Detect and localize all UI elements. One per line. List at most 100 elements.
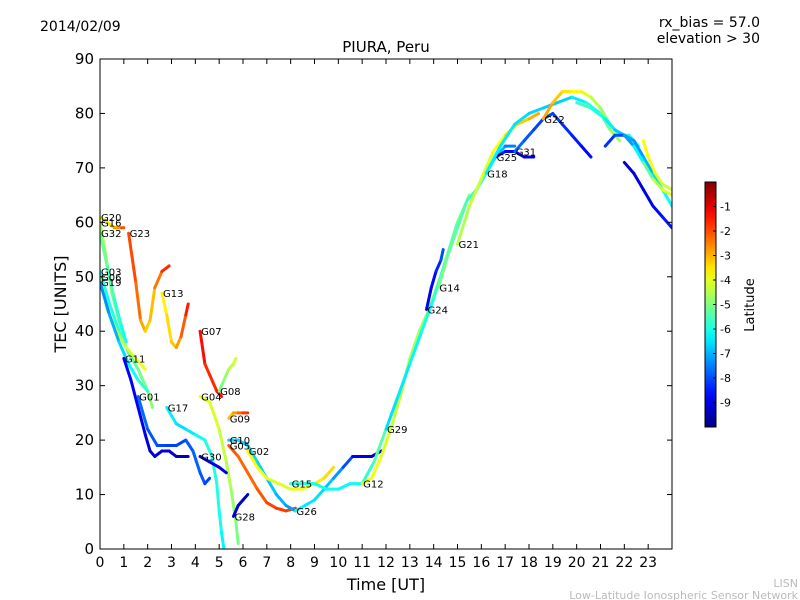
series-segment	[336, 482, 352, 491]
series-segment	[527, 106, 545, 115]
colorbar-tick-label: -3	[720, 250, 731, 263]
series-label-g15: G15	[292, 480, 312, 491]
colorbar-tick-label: -5	[720, 299, 731, 312]
series-segment	[322, 465, 336, 480]
x-tick-label: 2	[143, 555, 152, 571]
x-tick-label: 15	[449, 555, 467, 571]
series-segment	[396, 362, 412, 399]
series-segment	[136, 395, 150, 431]
y-tick-label: 0	[84, 540, 94, 558]
series-segment	[153, 269, 164, 290]
series-segment	[127, 351, 140, 371]
series-segment	[603, 117, 617, 132]
series-segment	[236, 438, 250, 448]
series-segment	[651, 204, 664, 219]
series-label-g24: G24	[428, 305, 448, 316]
series-segment	[198, 454, 212, 464]
series-segment	[389, 395, 402, 431]
series-segment	[513, 111, 531, 126]
series-g25	[494, 150, 536, 159]
series-label-g12: G12	[363, 480, 383, 491]
x-tick-label: 6	[239, 555, 248, 571]
series-segment	[313, 487, 326, 502]
series-segment	[127, 362, 140, 382]
x-axis-label: Time [UT]	[346, 575, 425, 594]
x-tick-label: 13	[401, 555, 419, 571]
series-segment	[203, 476, 212, 486]
colorbar: -9 -8 -7 -6 -5 -4 -3 -2 -1	[704, 181, 731, 428]
series-segment	[234, 520, 240, 546]
series-segment	[660, 188, 672, 197]
series-g13	[160, 291, 190, 350]
series-segment	[277, 482, 293, 491]
series-segment	[129, 378, 140, 409]
x-tick-label: 4	[191, 555, 200, 571]
series-g10	[227, 438, 297, 513]
series-segment	[379, 427, 393, 458]
y-tick-label: 10	[75, 486, 94, 504]
series-segment	[217, 378, 226, 393]
series-segment	[284, 503, 297, 513]
x-tick-label: 0	[96, 555, 105, 571]
footer-lisn: LISN	[773, 577, 798, 590]
series-segment	[100, 231, 109, 268]
series-g07	[198, 329, 224, 399]
series-segment	[575, 101, 593, 110]
series-label-g01: G01	[139, 393, 159, 404]
series-segment	[255, 465, 269, 480]
series-segment	[210, 454, 219, 486]
series-segment	[174, 335, 183, 350]
series-label-g06: G06	[101, 273, 121, 284]
series-segment	[579, 90, 593, 99]
series-g28	[231, 493, 250, 518]
series-segment	[115, 329, 128, 350]
series-g21	[456, 111, 541, 246]
plot-frame	[99, 58, 673, 550]
series-segment	[165, 405, 178, 426]
colorbar-tick-label: -2	[720, 225, 731, 238]
series-segment	[622, 160, 636, 175]
series-segment	[136, 405, 147, 437]
series-segment	[456, 199, 469, 230]
series-segment	[231, 356, 238, 366]
series-segment	[179, 313, 188, 339]
x-tick-label: 3	[167, 555, 176, 571]
series-label-g16: G16	[101, 218, 121, 229]
colorbar-tick-label: -6	[720, 323, 731, 336]
series-segment	[117, 340, 131, 366]
series-segment	[341, 454, 355, 469]
elevation-label: elevation > 30	[657, 31, 760, 47]
series-segment	[651, 177, 664, 192]
series-segment	[436, 253, 450, 290]
series-label-g25: G25	[497, 153, 517, 164]
colorbar-tick-label: -7	[720, 348, 731, 361]
series-segment	[429, 269, 438, 290]
series-segment	[160, 264, 171, 273]
series-g32	[100, 231, 128, 344]
series-segment	[136, 378, 150, 393]
series-segment	[236, 454, 250, 475]
series-segment	[108, 302, 121, 333]
series-label-g10: G10	[230, 436, 250, 447]
series-unlabeled-31	[575, 101, 672, 208]
x-tick-label: 12	[377, 555, 395, 571]
series-segment	[646, 155, 657, 175]
series-segment	[556, 95, 574, 105]
series-label-g03: G03	[101, 267, 121, 278]
series-segment	[494, 150, 507, 159]
series-segment	[134, 280, 143, 322]
series-segment	[632, 171, 645, 192]
series-segment	[360, 460, 376, 486]
series-segment	[105, 264, 116, 301]
series-segment	[632, 144, 645, 164]
series-segment	[370, 454, 383, 480]
x-tick-label: 16	[472, 555, 490, 571]
series-segment	[274, 506, 288, 513]
series-segment	[434, 258, 443, 273]
y-tick-label: 20	[75, 431, 94, 449]
series-segment	[589, 106, 607, 121]
colorbar-tick-label: -1	[720, 201, 731, 214]
x-tick-label: 20	[568, 555, 586, 571]
series-segment	[384, 395, 400, 431]
colorbar-tick-label: -4	[720, 274, 731, 287]
